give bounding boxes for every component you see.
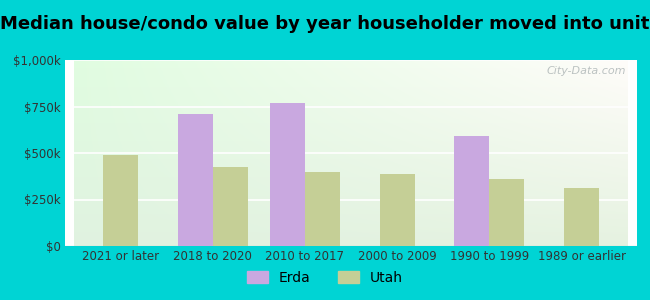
Bar [270,103,305,246]
Bar [489,179,525,246]
Text: Median house/condo value by year householder moved into unit: Median house/condo value by year househo… [0,15,650,33]
Bar [213,167,248,246]
Bar [103,155,138,246]
Bar [564,188,599,246]
Bar [454,136,489,246]
Bar [305,172,340,246]
Bar [380,174,415,246]
Text: City-Data.com: City-Data.com [546,66,625,76]
Legend: Erda, Utah: Erda, Utah [241,265,409,290]
Bar [177,114,213,246]
